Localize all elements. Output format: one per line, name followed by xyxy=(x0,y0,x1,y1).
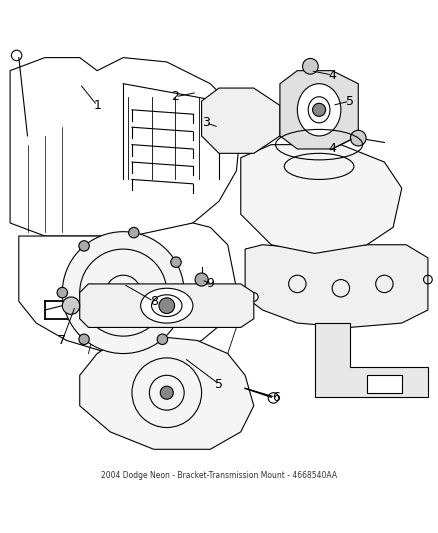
Circle shape xyxy=(62,297,80,314)
Bar xyxy=(367,375,402,393)
Ellipse shape xyxy=(297,84,341,136)
Text: 5: 5 xyxy=(346,95,353,108)
Circle shape xyxy=(313,103,325,116)
Polygon shape xyxy=(80,336,254,449)
Circle shape xyxy=(195,273,208,286)
Text: 6: 6 xyxy=(272,391,279,403)
Polygon shape xyxy=(80,284,254,327)
Circle shape xyxy=(62,232,184,353)
Circle shape xyxy=(171,257,181,268)
Circle shape xyxy=(129,228,139,238)
Text: 1: 1 xyxy=(93,99,101,112)
Text: 4: 4 xyxy=(328,142,336,156)
Circle shape xyxy=(79,334,89,344)
Text: 9: 9 xyxy=(206,277,214,290)
Ellipse shape xyxy=(308,97,330,123)
Text: 2004 Dodge Neon - Bracket-Transmission Mount - 4668540AA: 2004 Dodge Neon - Bracket-Transmission M… xyxy=(101,471,337,480)
Circle shape xyxy=(57,287,67,298)
Ellipse shape xyxy=(152,295,182,317)
Circle shape xyxy=(159,298,175,313)
Polygon shape xyxy=(280,71,358,149)
Polygon shape xyxy=(245,245,428,327)
Circle shape xyxy=(160,386,173,399)
Polygon shape xyxy=(10,58,241,236)
Circle shape xyxy=(157,334,168,344)
Ellipse shape xyxy=(141,288,193,323)
Circle shape xyxy=(79,241,89,251)
Text: 4: 4 xyxy=(328,69,336,82)
Text: 5: 5 xyxy=(215,377,223,391)
Circle shape xyxy=(350,130,366,146)
Polygon shape xyxy=(19,223,237,353)
Polygon shape xyxy=(201,88,280,154)
Text: 7: 7 xyxy=(58,334,66,347)
Polygon shape xyxy=(315,323,428,397)
Text: 8: 8 xyxy=(150,295,158,308)
Text: 2: 2 xyxy=(172,90,180,103)
Polygon shape xyxy=(241,144,402,254)
Text: 3: 3 xyxy=(202,116,210,130)
Circle shape xyxy=(303,59,318,74)
